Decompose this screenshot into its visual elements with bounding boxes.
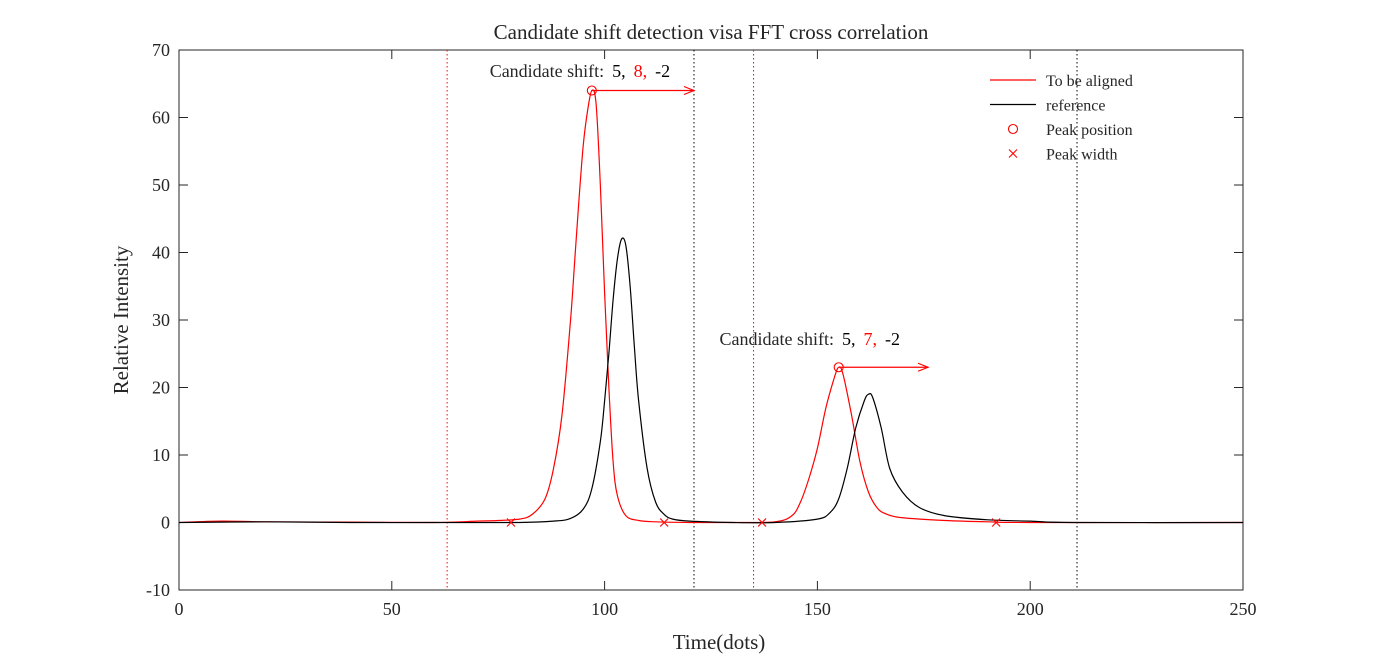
shift-arrow-head [917, 362, 930, 372]
annotation-shift-value: 8, [634, 61, 648, 81]
annotation-shift-value: 5, [612, 61, 626, 81]
x-tick-label: 100 [591, 599, 618, 619]
plot-area: 0 50 100 150 200 250-10010203040506070Candida… [146, 40, 1257, 619]
annotation-shift-value: -2 [885, 329, 900, 349]
legend-label: Peak position [1046, 122, 1133, 139]
annotation-label: Candidate shift: [720, 329, 834, 349]
chart-title: Candidate shift detection visa FFT cross… [494, 20, 929, 44]
y-tick-label: 10 [152, 445, 170, 465]
y-tick-label: 40 [152, 243, 170, 263]
legend-circle-swatch [1007, 123, 1019, 135]
shift-arrow-head [683, 85, 696, 96]
series-line-reference [178, 237, 1244, 524]
peak-width-marker [506, 518, 516, 527]
x-axis-label: Time(dots) [673, 630, 766, 654]
peak-width-marker [757, 518, 767, 527]
y-tick-label: 70 [152, 40, 170, 60]
y-tick-label: 50 [152, 175, 170, 195]
legend: To be aligned reference Peak position Peak … [990, 73, 1133, 164]
legend-label: reference [1046, 98, 1106, 115]
x-tick-label: 0 [175, 599, 184, 619]
x-tick-label: 200 [1017, 599, 1044, 619]
series-line-to-be-aligned [178, 89, 1244, 524]
peak-width-marker [659, 518, 669, 527]
y-tick-label: 20 [152, 378, 170, 398]
x-tick-label: 250 [1230, 599, 1257, 619]
x-tick-label: 50 [383, 599, 401, 619]
y-tick-label: -10 [146, 580, 170, 600]
legend-cross-swatch [1008, 149, 1018, 158]
x-tick-label: 150 [804, 599, 831, 619]
legend-label: To be aligned [1046, 73, 1133, 90]
candidate-shift-annotation: Candidate shift: 5, 7, -2 [720, 329, 900, 349]
annotation-shift-value: 7, [863, 329, 877, 349]
peak-position-marker [833, 362, 844, 373]
y-tick-label: 30 [152, 310, 170, 330]
peak-width-marker [991, 518, 1001, 527]
y-tick-label: 60 [152, 108, 170, 128]
y-tick-label: 0 [161, 513, 170, 533]
legend-label: Peak width [1046, 147, 1118, 164]
candidate-shift-annotation: Candidate shift: 5, 8, -2 [490, 61, 670, 81]
y-axis-label: Relative Intensity [109, 245, 133, 394]
annotation-label: Candidate shift: [490, 61, 604, 81]
peak-position-marker [586, 85, 597, 96]
annotation-shift-value: 5, [842, 329, 856, 349]
annotation-shift-value: -2 [655, 61, 670, 81]
plot-frame [178, 49, 1244, 591]
